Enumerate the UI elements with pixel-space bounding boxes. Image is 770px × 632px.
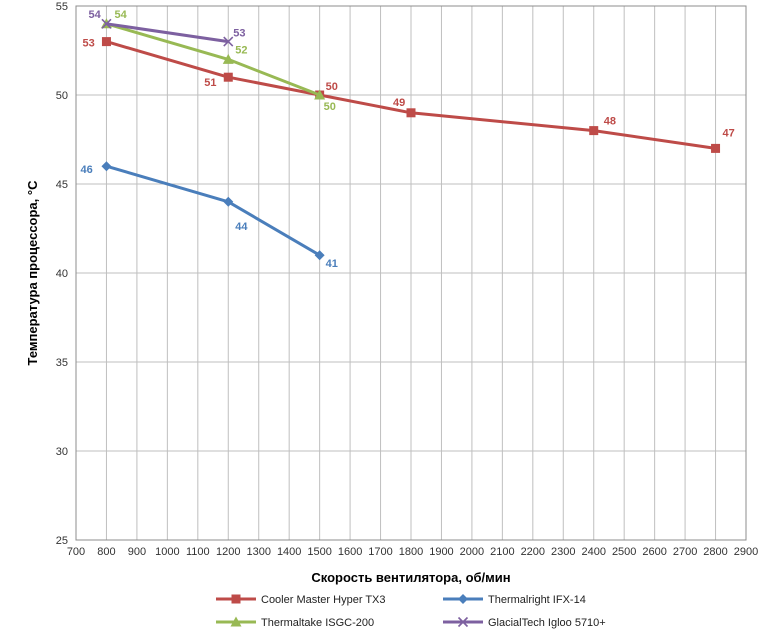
y-tick-label: 40 xyxy=(56,268,68,280)
data-point xyxy=(223,72,233,82)
data-point xyxy=(223,36,234,47)
x-tick-label: 2700 xyxy=(673,546,697,558)
x-tick-label: 2100 xyxy=(490,546,514,558)
x-tick-label: 2800 xyxy=(703,546,727,558)
data-point xyxy=(589,126,599,136)
x-tick-label: 1800 xyxy=(399,546,423,558)
y-axis-title: Температура процессора, °С xyxy=(25,180,40,366)
x-tick-labels: 700 800 900 1000 1100 1200 1300 1400 1500 1600 170… xyxy=(67,546,758,558)
x-tick-label: 700 xyxy=(67,546,85,558)
data-label: 51 xyxy=(204,77,216,89)
y-tick-labels: 25 30 35 40 45 50 55 xyxy=(56,1,68,547)
x-tick-label: 1900 xyxy=(429,546,453,558)
x-axis-title: Скорость вентилятора, об/мин xyxy=(311,570,510,585)
data-label: 50 xyxy=(324,101,336,113)
x-tick-label: 1400 xyxy=(277,546,301,558)
x-tick-label: 800 xyxy=(97,546,115,558)
data-label: 47 xyxy=(723,127,735,139)
x-tick-label: 1200 xyxy=(216,546,240,558)
y-tick-label: 50 xyxy=(56,90,68,102)
y-tick-label: 30 xyxy=(56,446,68,458)
x-tick-label: 2300 xyxy=(551,546,575,558)
legend-marker xyxy=(458,594,468,604)
legend-entry: Cooler Master Hyper TX3 xyxy=(261,594,386,606)
data-point xyxy=(406,108,416,118)
y-tick-label: 55 xyxy=(56,1,68,13)
legend-entry: GlacialTech Igloo 5710+ xyxy=(488,617,606,629)
data-point xyxy=(101,37,111,47)
legend-entry: Thermalright IFX-14 xyxy=(488,594,586,606)
x-tick-label: 1000 xyxy=(155,546,179,558)
x-tick-label: 2000 xyxy=(460,546,484,558)
series-layer xyxy=(100,18,721,261)
data-point xyxy=(314,89,326,100)
data-label: 49 xyxy=(393,97,405,109)
x-tick-label: 2600 xyxy=(642,546,666,558)
x-tick-label: 1700 xyxy=(368,546,392,558)
data-label: 48 xyxy=(604,116,616,128)
data-point xyxy=(223,196,234,207)
series-line-3 xyxy=(106,22,229,44)
data-label: 54 xyxy=(114,9,127,21)
data-label: 50 xyxy=(326,81,338,93)
data-point xyxy=(101,161,112,172)
data-labels-layer: 53 51 50 49 48 47 46 44 41 54 52 50 54 53 xyxy=(80,9,734,270)
legend-marker xyxy=(231,594,241,604)
x-tick-label: 1100 xyxy=(186,546,210,558)
data-label: 41 xyxy=(326,258,338,270)
legend: Cooler Master Hyper TX3 Thermalright IFX-… xyxy=(216,594,606,629)
data-point xyxy=(101,18,112,29)
y-tick-label: 35 xyxy=(56,357,68,369)
data-point xyxy=(222,53,234,64)
legend-entry: Thermaltake ISGC-200 xyxy=(261,617,374,629)
plot-area-border xyxy=(75,5,747,541)
grid xyxy=(75,5,747,541)
data-label: 53 xyxy=(233,28,245,40)
y-tick-label: 45 xyxy=(56,179,68,191)
data-label: 46 xyxy=(80,164,92,176)
x-tick-label: 2400 xyxy=(581,546,605,558)
data-label: 44 xyxy=(235,221,248,233)
series-line-1 xyxy=(106,164,321,257)
x-tick-label: 2500 xyxy=(612,546,636,558)
y-tick-label: 25 xyxy=(56,535,68,547)
data-label: 53 xyxy=(82,38,94,50)
legend-marker xyxy=(230,616,242,627)
x-tick-label: 1600 xyxy=(338,546,362,558)
x-tick-label: 1300 xyxy=(246,546,270,558)
x-tick-label: 2200 xyxy=(521,546,545,558)
x-tick-label: 900 xyxy=(128,546,146,558)
data-label: 54 xyxy=(88,9,101,21)
x-tick-label: 1500 xyxy=(307,546,331,558)
data-point xyxy=(711,143,721,153)
x-tick-label: 2900 xyxy=(734,546,758,558)
legend-marker xyxy=(457,616,469,628)
series-line-0 xyxy=(106,40,716,150)
data-label: 52 xyxy=(235,44,247,56)
data-point xyxy=(314,250,325,261)
